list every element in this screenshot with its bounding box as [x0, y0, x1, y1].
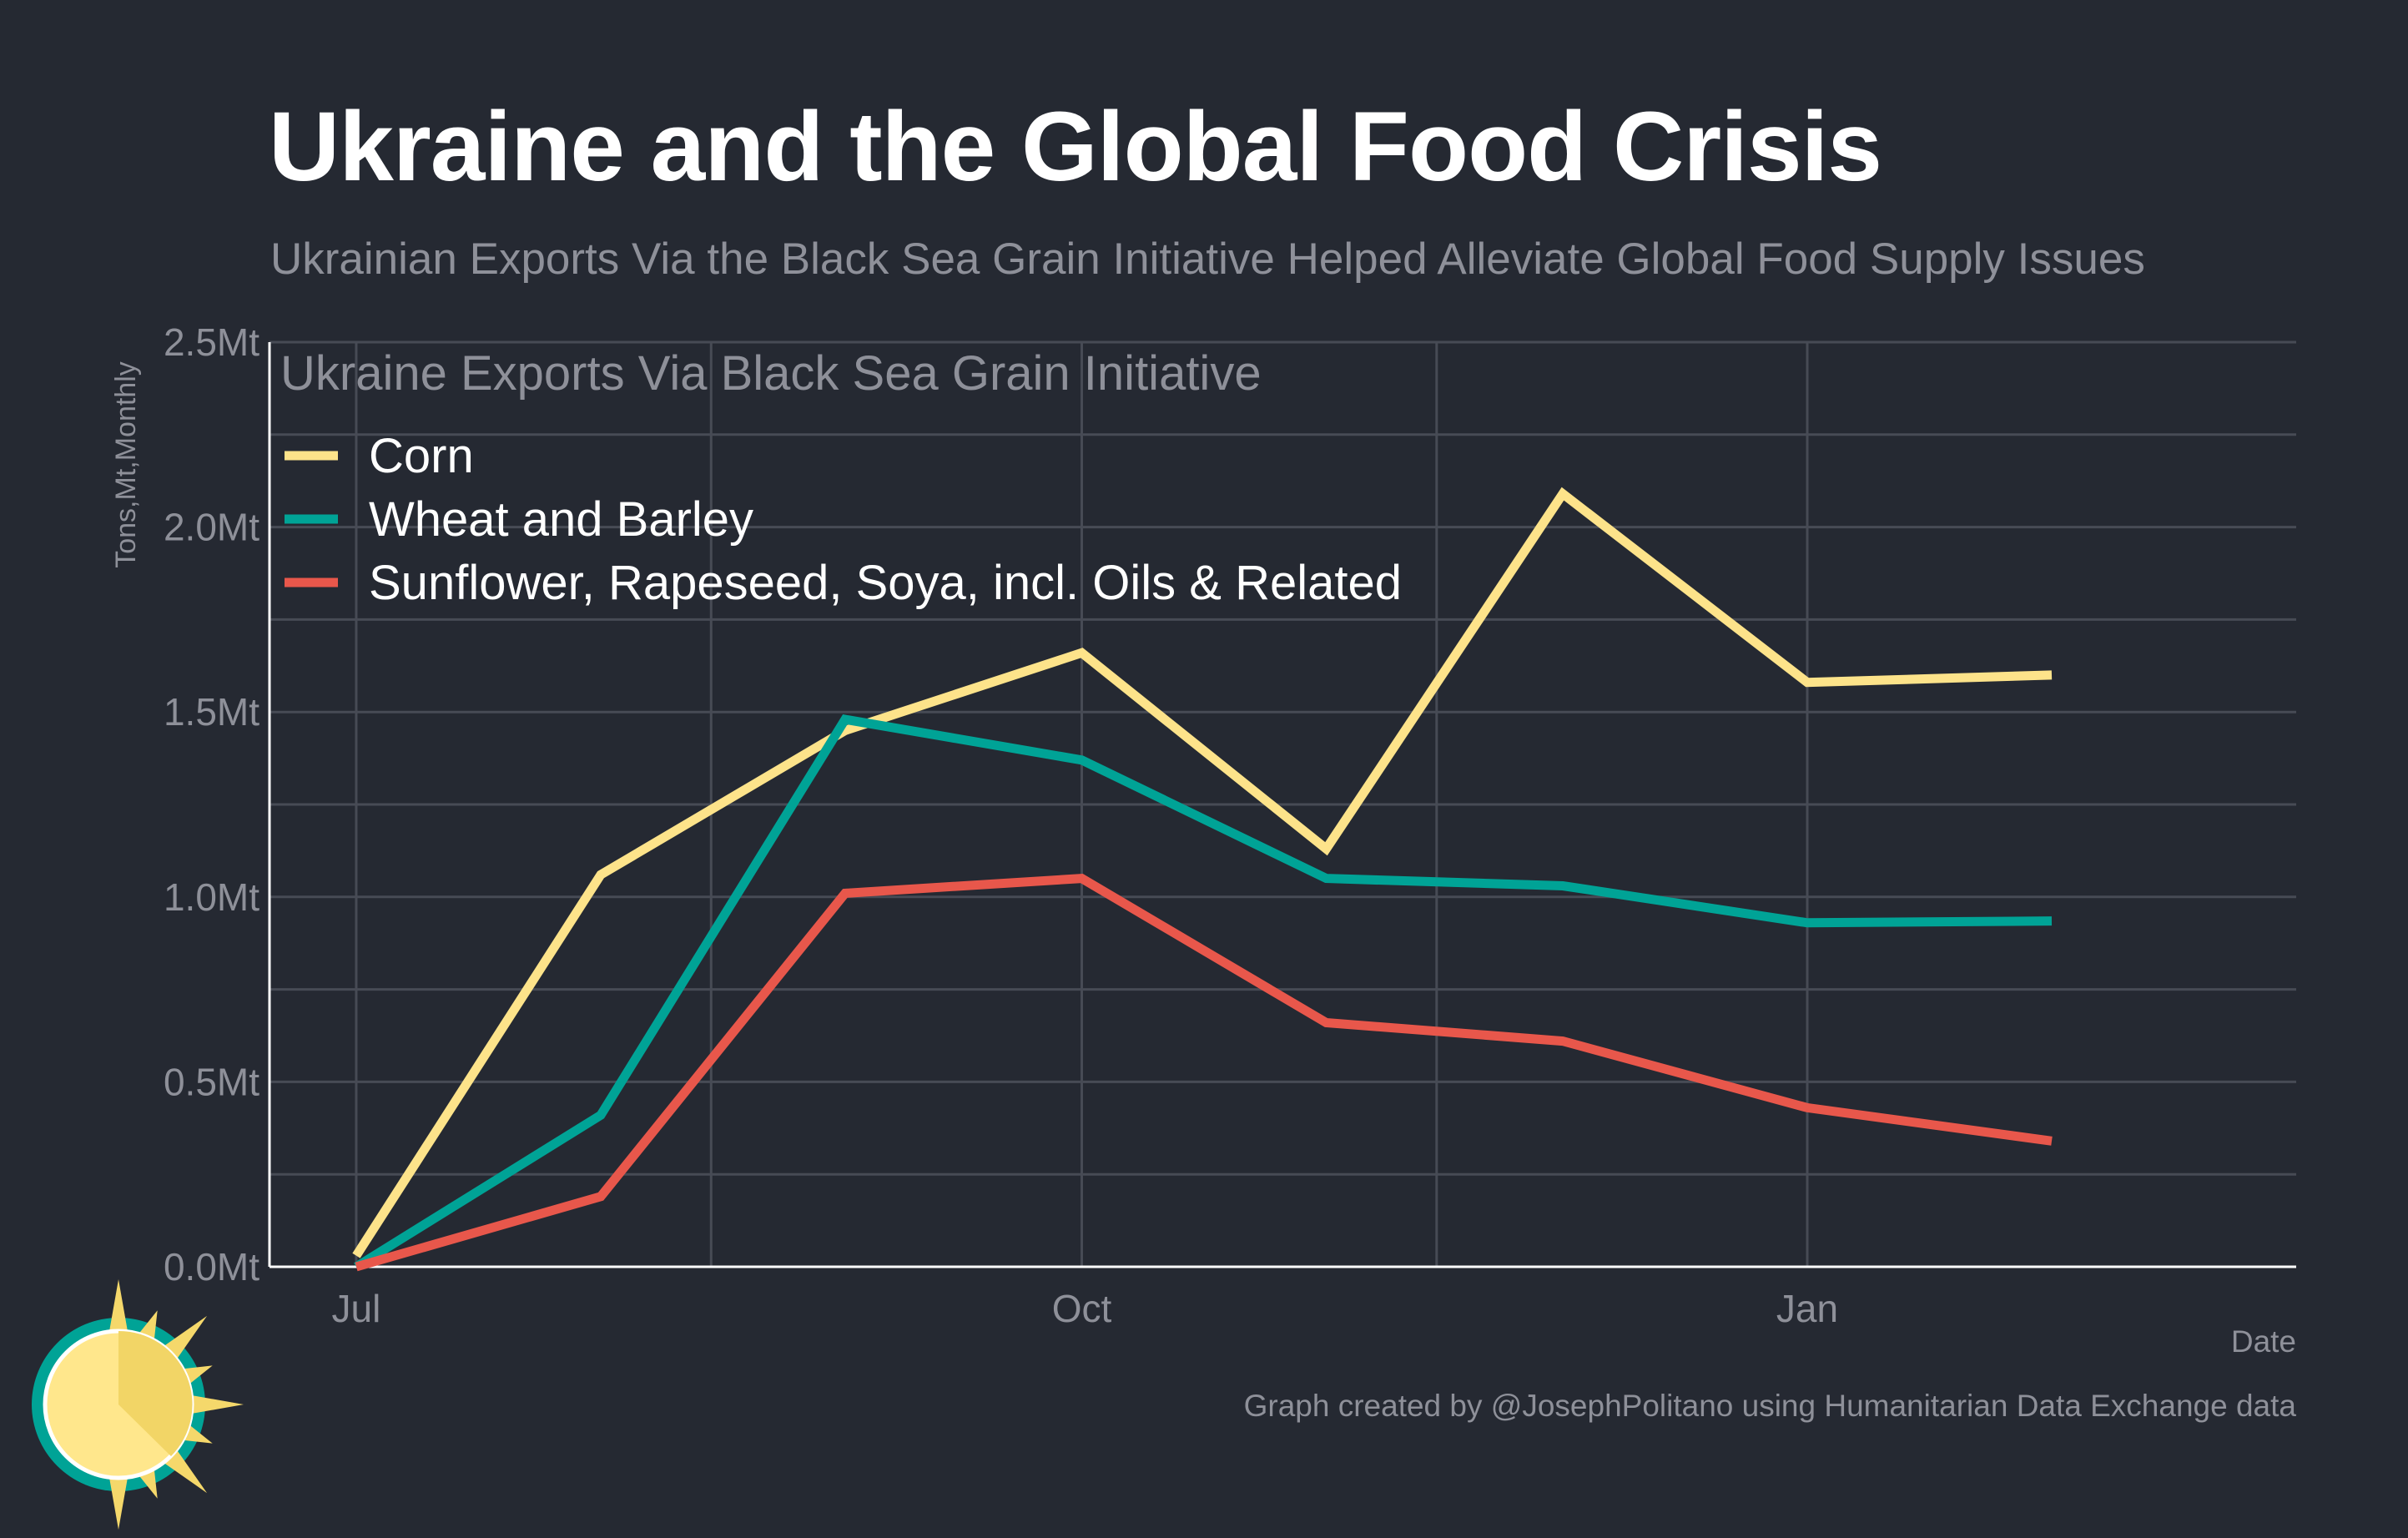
source-caption: Graph created by @JosephPolitano using H…	[1243, 1389, 2296, 1423]
x-tick-label: Jul	[332, 1287, 381, 1330]
axes	[268, 342, 2296, 1268]
y-tick-label: 0.5Mt	[164, 1060, 259, 1103]
chart-subtitle: Ukrainian Exports Via the Black Sea Grai…	[270, 234, 2145, 284]
y-axis-label: Tons,Mt,Monthly	[110, 361, 142, 568]
legend-title: Ukraine Exports Via Black Sea Grain Init…	[280, 346, 1262, 401]
series-line-2	[354, 714, 2053, 1271]
series-line-1	[352, 487, 2053, 1258]
sun-logo-icon	[32, 1279, 244, 1530]
legend: Ukraine Exports Via Black Sea Grain Init…	[280, 346, 1402, 610]
x-tick-label: Jan	[1776, 1287, 1838, 1330]
legend-label: Sunflower, Rapeseed, Soya, incl. Oils & …	[369, 556, 1402, 610]
x-tick-label: Oct	[1052, 1287, 1112, 1330]
y-tick-label: 1.0Mt	[164, 875, 259, 919]
series-lines	[352, 487, 2053, 1272]
legend-label: Wheat and Barley	[369, 492, 753, 547]
series-line-3	[355, 874, 2053, 1272]
y-tick-label: 2.0Mt	[164, 506, 259, 549]
x-axis-label: Date	[2231, 1324, 2296, 1359]
sun-ray	[184, 1394, 244, 1415]
chart-title: Ukraine and the Global Food Crisis	[269, 92, 1882, 202]
y-tick-label: 2.5Mt	[164, 320, 259, 364]
y-tick-label: 0.0Mt	[164, 1245, 259, 1288]
legend-label: Corn	[369, 429, 474, 483]
y-tick-label: 1.5Mt	[164, 690, 259, 734]
sun-ray	[108, 1279, 129, 1339]
x-axis-ticks: Jul Oct Jan	[332, 1287, 1839, 1330]
y-axis-ticks: 0.0Mt 0.5Mt 1.0Mt 1.5Mt 2.0Mt 2.5Mt	[164, 320, 259, 1288]
sun-ray	[108, 1470, 129, 1530]
